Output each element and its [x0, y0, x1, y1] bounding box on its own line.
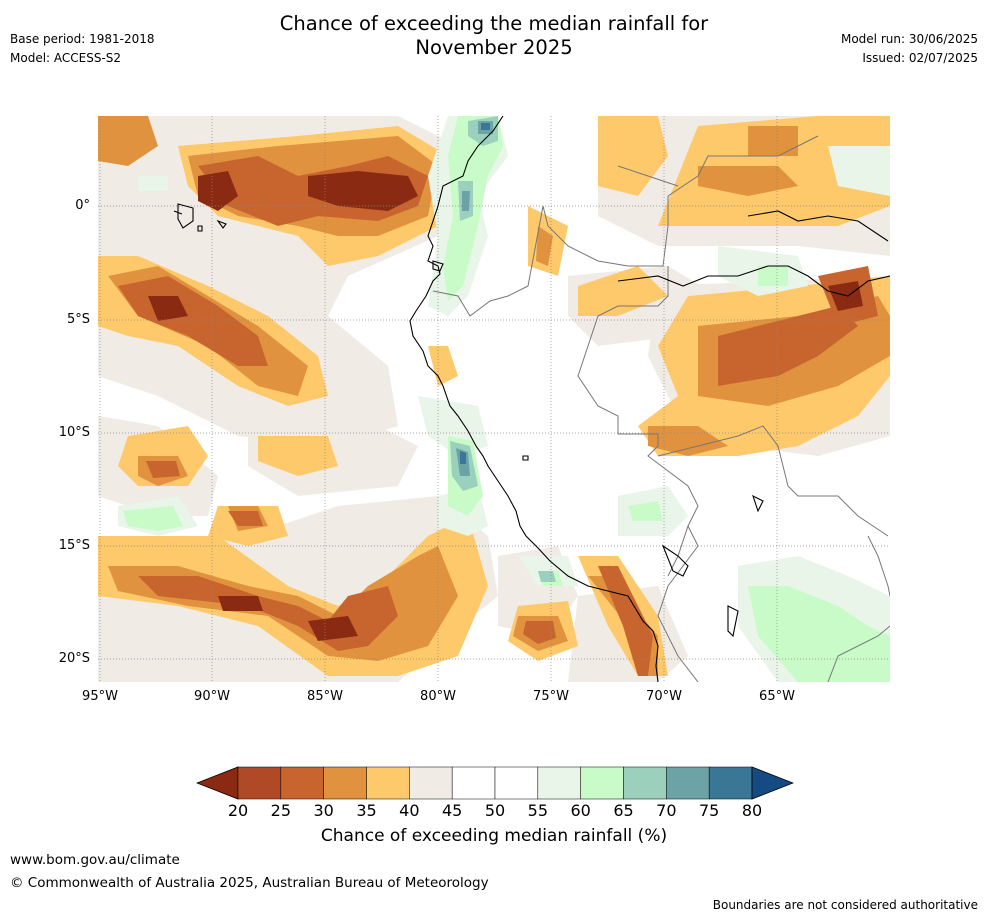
colorbar-tick-label: 40 [399, 801, 420, 820]
colorbar-swatch [237, 766, 282, 800]
colorbar-swatch [366, 766, 410, 800]
coastline [173, 116, 890, 682]
colorbar-swatch [323, 766, 367, 800]
rainfall-map [98, 116, 890, 682]
colorbar-swatch [280, 766, 324, 800]
colorbar-swatch [666, 766, 710, 800]
colorbar-arrow-low [195, 766, 239, 800]
title-line-2: November 2025 [415, 36, 573, 59]
title-line-1: Chance of exceeding the median rainfall … [279, 12, 709, 35]
map-title: Chance of exceeding the median rainfall … [0, 12, 988, 60]
lon-label-85w: 85°W [307, 689, 343, 704]
lat-label-0: 0° [75, 198, 90, 213]
colorbar-tick-label: 55 [527, 801, 549, 820]
map-canvas [98, 116, 890, 682]
colorbar-arrow-high [751, 766, 795, 800]
gridlines [98, 116, 890, 682]
lon-label-95w: 95°W [82, 689, 118, 704]
zone-75-80 [460, 123, 490, 464]
colorbar-tick-label: 25 [270, 801, 292, 820]
colorbar-tick-label: 60 [570, 801, 591, 820]
colorbar-tick-label: 50 [484, 801, 506, 820]
colorbar-swatch [409, 766, 453, 800]
model-run: Model run: 30/06/2025 [840, 32, 978, 46]
colorbar-tick-label: 70 [656, 801, 677, 820]
lat-label-5s: 5°S [66, 312, 90, 327]
lon-label-90w: 90°W [194, 689, 230, 704]
colorbar-label: Chance of exceeding median rainfall (%) [320, 826, 668, 846]
lat-label-10s: 10°S [58, 425, 90, 440]
footer-copyright: © Commonwealth of Australia 2025, Austra… [10, 875, 489, 891]
base-period: Base period: 1981-2018 [10, 32, 155, 46]
footer-disclaimer: Boundaries are not considered authoritat… [712, 898, 978, 912]
lat-label-20s: 20°S [58, 651, 90, 666]
colorbar-tick-label: 20 [227, 801, 249, 820]
colorbar-tick-label: 75 [698, 801, 720, 820]
model-name: Model: ACCESS-S2 [10, 51, 122, 65]
lon-label-70w: 70°W [646, 689, 682, 704]
colorbar-swatch [708, 766, 753, 800]
colorbar-swatch [451, 766, 496, 800]
colorbar-swatch [623, 766, 667, 800]
country-borders [432, 135, 890, 682]
colorbar-tick-label: 80 [741, 801, 763, 820]
lon-label-65w: 65°W [759, 689, 795, 704]
colorbar-swatch [537, 766, 581, 800]
issued-date: Issued: 02/07/2025 [862, 51, 978, 65]
lat-label-15s: 15°S [58, 538, 90, 553]
lon-label-80w: 80°W [420, 689, 456, 704]
colorbar-graphic [195, 766, 795, 800]
colorbar-tick-label: 45 [441, 801, 463, 820]
colorbar [195, 766, 795, 800]
zone-20-25 [148, 171, 863, 641]
colorbar-tick-label: 30 [313, 801, 334, 820]
lon-label-75w: 75°W [533, 689, 569, 704]
footer-website: www.bom.gov.au/climate [10, 852, 180, 868]
colorbar-swatch [580, 766, 624, 800]
colorbar-tick-label: 35 [356, 801, 377, 820]
header-left: Base period: 1981-2018 Model: ACCESS-S2 [10, 30, 155, 68]
colorbar-tick-label: 65 [613, 801, 634, 820]
colorbar-swatch [494, 766, 539, 800]
header-right: Model run: 30/06/2025 Issued: 02/07/2025 [841, 30, 978, 68]
